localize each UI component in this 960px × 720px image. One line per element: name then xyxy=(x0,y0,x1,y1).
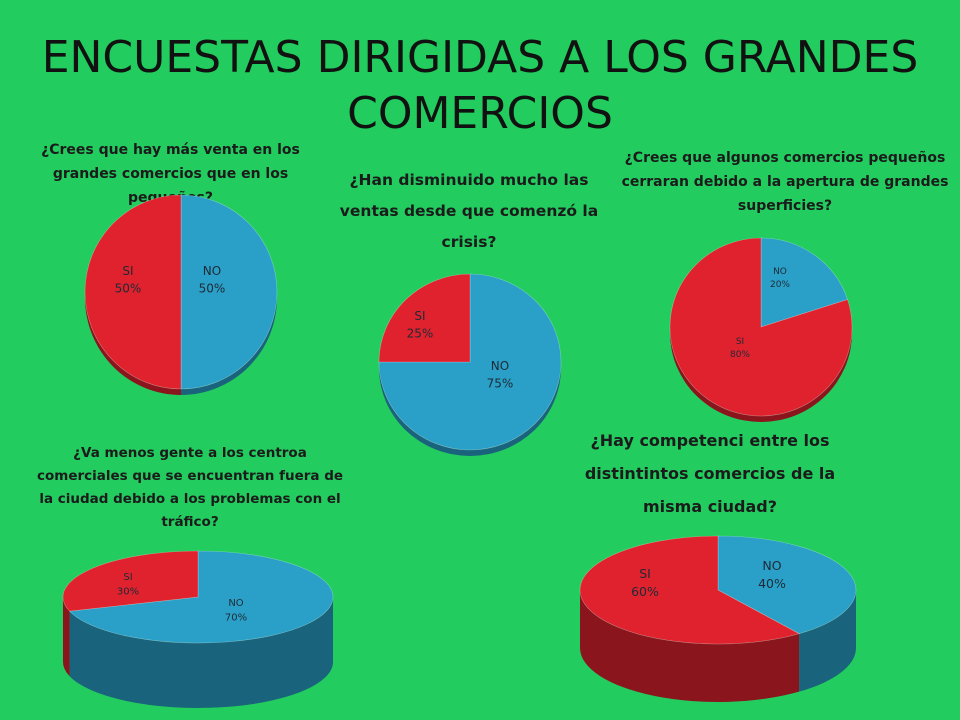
pie-4-pct-no: 70% xyxy=(225,613,247,624)
pie-chart-4: NO 70% SI 30% xyxy=(62,550,334,708)
pie-4-pct-si: 30% xyxy=(117,587,139,598)
pie-chart-3: NO 20% SI 80% xyxy=(669,237,853,422)
chart-5-title: ¿Hay competenci entre los distintintos c… xyxy=(584,431,836,516)
pie-3-pct-si: 80% xyxy=(730,350,750,360)
pie-1-label-si: SI xyxy=(122,264,133,278)
pie-5-label-si: SI xyxy=(639,566,651,581)
pie-2-slice-si xyxy=(378,273,471,363)
pie-1-label-no: NO xyxy=(203,264,221,278)
pie-2-label-no: NO xyxy=(491,359,509,373)
pie-4-label-no: NO xyxy=(228,598,243,609)
pie-chart-2: NO 75% SI 25% xyxy=(378,273,562,456)
pie-1-slice-si xyxy=(84,194,182,390)
chart-4-title: ¿Va menos gente a los centroa comerciale… xyxy=(36,445,344,530)
pie-5-wall-si xyxy=(580,590,800,702)
pie-4-slice-si xyxy=(62,550,199,612)
pie-4-wall-no xyxy=(69,597,334,708)
pie-5-pct-si: 60% xyxy=(631,584,659,599)
pie-4-wall-si xyxy=(63,597,70,677)
page-title: ENCUESTAS DIRIGIDAS A LOS GRANDES COMERC… xyxy=(41,32,919,139)
chart-2-title: ¿Han disminuido mucho las ventas desde q… xyxy=(339,171,599,251)
pie-3-pct-no: 20% xyxy=(770,280,790,290)
pie-5-wall-no xyxy=(799,590,856,692)
pie-5-pct-no: 40% xyxy=(758,576,786,591)
pie-1-slice-no xyxy=(180,194,278,390)
chart-1-title: ¿Crees que hay más venta en los grandes … xyxy=(41,142,300,206)
pie-2-pct-si: 25% xyxy=(407,326,434,340)
pie-4-label-si: SI xyxy=(123,572,132,583)
pie-3-label-si: SI xyxy=(736,337,744,347)
pie-chart-1: NO 50% SI 50% xyxy=(84,194,278,395)
pie-3-label-no: NO xyxy=(773,267,787,277)
chart-3-title: ¿Crees que algunos comercios pequeños ce… xyxy=(621,150,949,214)
pie-3-slice-no xyxy=(760,237,848,328)
pie-1-pct-si: 50% xyxy=(115,281,142,295)
pie-1-pct-no: 50% xyxy=(199,281,226,295)
pie-3-slice-si xyxy=(669,237,853,417)
pie-5-label-no: NO xyxy=(762,558,781,573)
pie-2-label-si: SI xyxy=(414,309,425,323)
pie-5-slice-si xyxy=(579,535,800,645)
pie-5-slice-no xyxy=(717,535,857,635)
pie-chart-5: NO 40% SI 60% xyxy=(579,535,857,702)
pie-4-slice-no xyxy=(68,550,334,644)
pie-2-pct-no: 75% xyxy=(487,376,514,390)
